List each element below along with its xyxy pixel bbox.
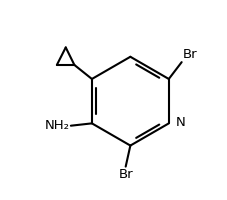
Text: NH₂: NH₂ (44, 119, 69, 132)
Text: Br: Br (182, 48, 197, 61)
Text: Br: Br (118, 168, 132, 181)
Text: N: N (175, 116, 184, 129)
